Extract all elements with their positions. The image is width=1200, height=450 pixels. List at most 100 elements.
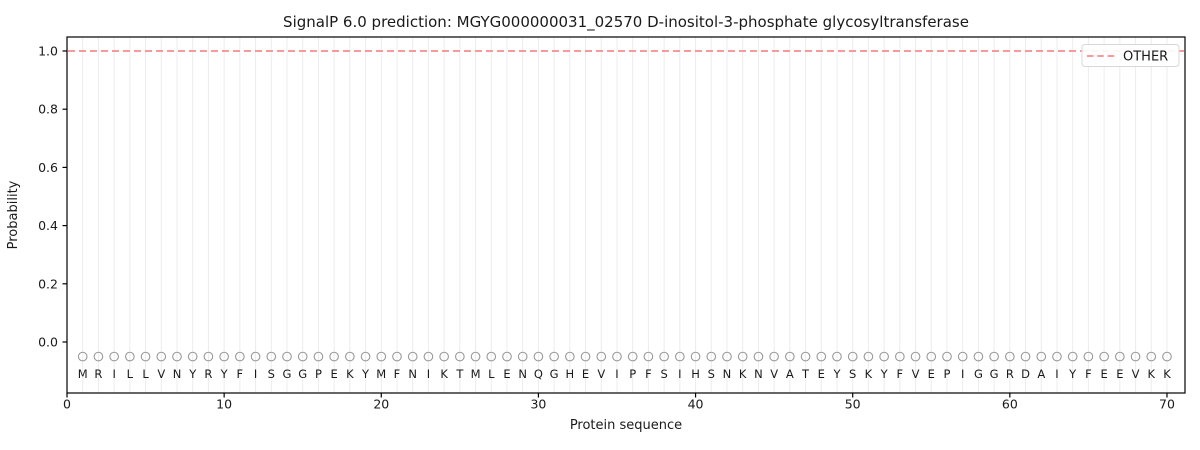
residue-marker-circle <box>1067 351 1078 362</box>
residue-letter: M <box>78 367 88 381</box>
residue-letter: I <box>112 367 115 381</box>
residue-letter: K <box>739 367 747 381</box>
residue-marker-circle <box>549 351 559 362</box>
residue-marker-circle <box>910 351 921 362</box>
residue-letter: G <box>298 367 307 381</box>
residue-markers <box>77 351 1172 362</box>
residue-letter: E <box>582 367 589 381</box>
residue-marker-circle <box>203 351 214 362</box>
residue-marker-circle <box>266 351 277 362</box>
y-tick-label: 0.4 <box>38 218 58 233</box>
y-tick-label: 1.0 <box>38 44 58 59</box>
chart-title: SignalP 6.0 prediction: MGYG000000031_02… <box>283 13 969 32</box>
residue-marker-circle <box>329 351 339 362</box>
residue-letter: N <box>518 367 527 381</box>
residue-letter: N <box>408 367 417 381</box>
residue-marker-circle <box>1162 351 1172 362</box>
residue-letter: V <box>1132 367 1140 381</box>
residue-marker-circle <box>156 351 167 362</box>
plot-border <box>66 36 1186 394</box>
residue-marker-circle <box>1083 351 1094 362</box>
residue-letter: I <box>961 367 964 381</box>
residue-letter: S <box>268 367 275 381</box>
x-tick-label: 70 <box>1159 397 1175 412</box>
legend-box <box>1081 44 1180 67</box>
residue-marker-circle <box>187 351 198 362</box>
residue-letter: V <box>597 367 605 381</box>
residue-marker-circle <box>172 351 182 362</box>
residue-letter: L <box>488 367 495 381</box>
residue-letter: K <box>1163 367 1171 381</box>
residue-letter: Y <box>188 367 197 381</box>
residue-marker-circle <box>376 351 387 362</box>
residue-marker-circle <box>627 351 638 362</box>
residue-marker-circle <box>1114 351 1125 362</box>
residue-letter: I <box>615 367 618 381</box>
residue-marker-circle <box>423 351 434 362</box>
residue-marker-circle <box>926 351 937 362</box>
residue-marker-circle <box>753 351 764 362</box>
residue-letter: G <box>550 367 559 381</box>
residue-letter: R <box>1006 367 1014 381</box>
gridlines <box>82 37 1168 393</box>
residue-letter: G <box>283 367 292 381</box>
residue-letter: E <box>330 367 337 381</box>
residue-letter: R <box>94 367 102 381</box>
residue-letter: H <box>566 367 575 381</box>
residue-marker-circle <box>77 351 88 362</box>
residue-marker-circle <box>235 351 245 362</box>
residue-letter: A <box>786 367 794 381</box>
residue-letter: A <box>1037 367 1045 381</box>
residue-letter: K <box>440 367 448 381</box>
residue-letter: H <box>691 367 700 381</box>
legend-label-other: OTHER <box>1123 50 1168 65</box>
residue-letter: E <box>503 367 510 381</box>
y-tick-label: 0.8 <box>38 102 58 117</box>
residue-marker-circle <box>674 351 685 362</box>
residue-letter: S <box>849 367 856 381</box>
residue-marker-circle <box>439 351 449 362</box>
residue-marker-circle <box>1130 351 1141 362</box>
residue-letter: Y <box>832 367 841 381</box>
residue-marker-circle <box>564 351 575 362</box>
residue-letter: E <box>1100 367 1107 381</box>
residue-marker-circle <box>407 351 418 362</box>
legend: OTHER <box>1081 44 1180 67</box>
residue-marker-circle <box>596 351 607 362</box>
residue-marker-circle <box>894 351 905 362</box>
residue-marker-circle <box>659 351 669 362</box>
residue-marker-circle <box>879 351 889 362</box>
residue-marker-circle <box>502 351 512 362</box>
residue-marker-circle <box>93 351 104 362</box>
residue-letter: N <box>723 367 732 381</box>
residue-marker-circle <box>800 351 811 362</box>
residue-marker-circle <box>847 351 858 362</box>
x-tick-label: 20 <box>373 397 389 412</box>
residue-marker-circle <box>360 351 371 362</box>
residue-letter: V <box>912 367 920 381</box>
residue-letter: I <box>427 367 430 381</box>
residue-marker-circle <box>1099 351 1109 362</box>
residue-letter: R <box>204 367 212 381</box>
y-tick-label: 0.6 <box>38 160 58 175</box>
residue-letter: K <box>346 367 354 381</box>
residue-letter: I <box>1055 367 1058 381</box>
residue-marker-circle <box>942 351 952 362</box>
residue-marker-circle <box>863 351 874 362</box>
residue-marker-circle <box>313 351 324 362</box>
x-tick-label: 30 <box>530 397 546 412</box>
residue-letter: F <box>394 367 401 381</box>
x-tick-label: 60 <box>1002 397 1018 412</box>
y-tick-label: 0.0 <box>38 335 58 350</box>
residue-letter: G <box>990 367 999 381</box>
residue-letter: E <box>818 367 825 381</box>
residue-letter: N <box>754 367 763 381</box>
residue-marker-circle <box>297 351 308 362</box>
residue-letter: L <box>142 367 149 381</box>
residue-letter: T <box>801 367 810 381</box>
residue-marker-circle <box>109 351 119 362</box>
residue-letter: P <box>629 367 636 381</box>
residue-letter: P <box>944 367 951 381</box>
